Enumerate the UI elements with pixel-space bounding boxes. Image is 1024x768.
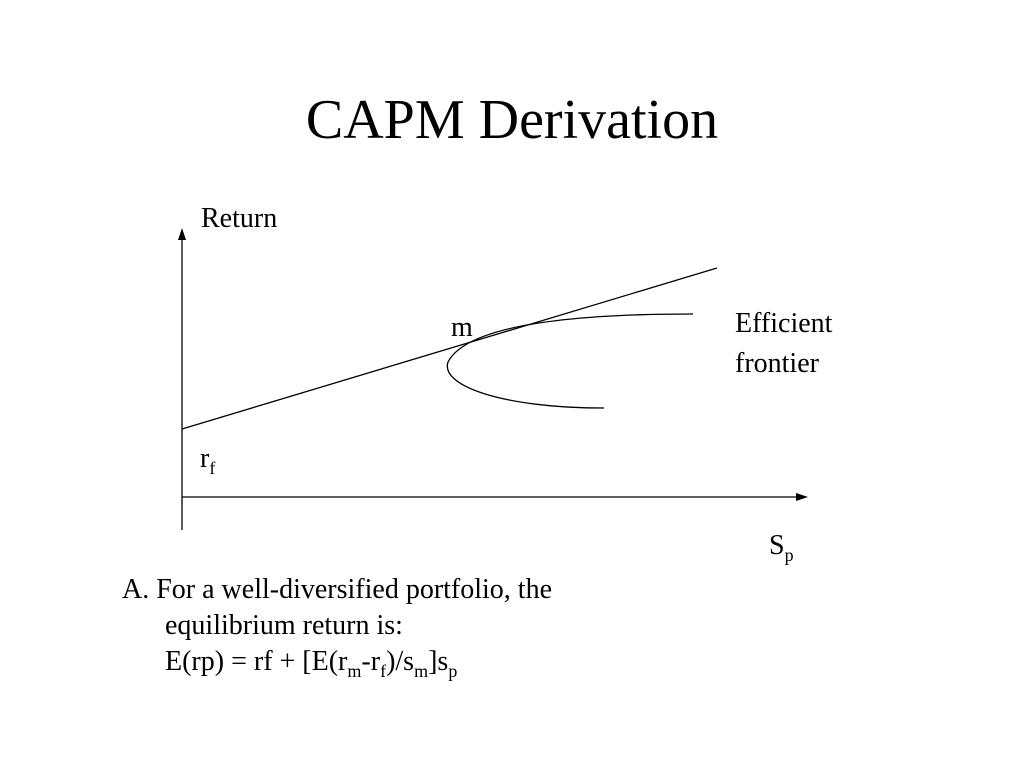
y-axis-label: Return <box>201 203 278 234</box>
risk-free-rate-symbol: r <box>200 443 210 474</box>
efficient-frontier-label-line2: frontier <box>735 348 819 379</box>
risk-free-rate-subscript: f <box>209 458 216 478</box>
risk-free-rate-label: rf <box>200 442 215 485</box>
x-axis-label: Sp <box>769 529 794 572</box>
capital-market-line <box>181 267 718 430</box>
efficient-frontier-label: Efficient frontier <box>735 304 832 384</box>
bullet-line-1: A. For a well-diversified portfolio, the <box>122 574 553 605</box>
x-axis-subscript: p <box>784 545 794 565</box>
formula-sub-1: m <box>347 661 362 681</box>
formula-sub-3: m <box>414 661 429 681</box>
formula-part-3: )/s <box>386 646 415 677</box>
x-axis-symbol: S <box>769 530 785 561</box>
formula-sub-4: p <box>448 661 458 681</box>
y-axis-arrowhead <box>178 228 186 240</box>
formula-part-2: -r <box>361 646 381 677</box>
bullet-line-2: equilibrium return is: <box>165 610 403 641</box>
x-axis-arrowhead <box>796 493 808 501</box>
formula-sub-2: f <box>380 661 387 681</box>
formula-part-4: ]s <box>428 646 449 677</box>
market-portfolio-label: m <box>451 312 473 343</box>
formula-part-1: E(rp) = rf + [E(r <box>165 646 348 677</box>
bullet-point-a: A. For a well-diversified portfolio, the… <box>122 572 822 689</box>
slide-title: CAPM Derivation <box>305 89 719 151</box>
efficient-frontier-label-line1: Efficient <box>735 308 833 339</box>
efficient-frontier-curve <box>446 313 694 409</box>
capm-formula: E(rp) = rf + [E(rm-rf)/sm]sp <box>122 644 822 689</box>
